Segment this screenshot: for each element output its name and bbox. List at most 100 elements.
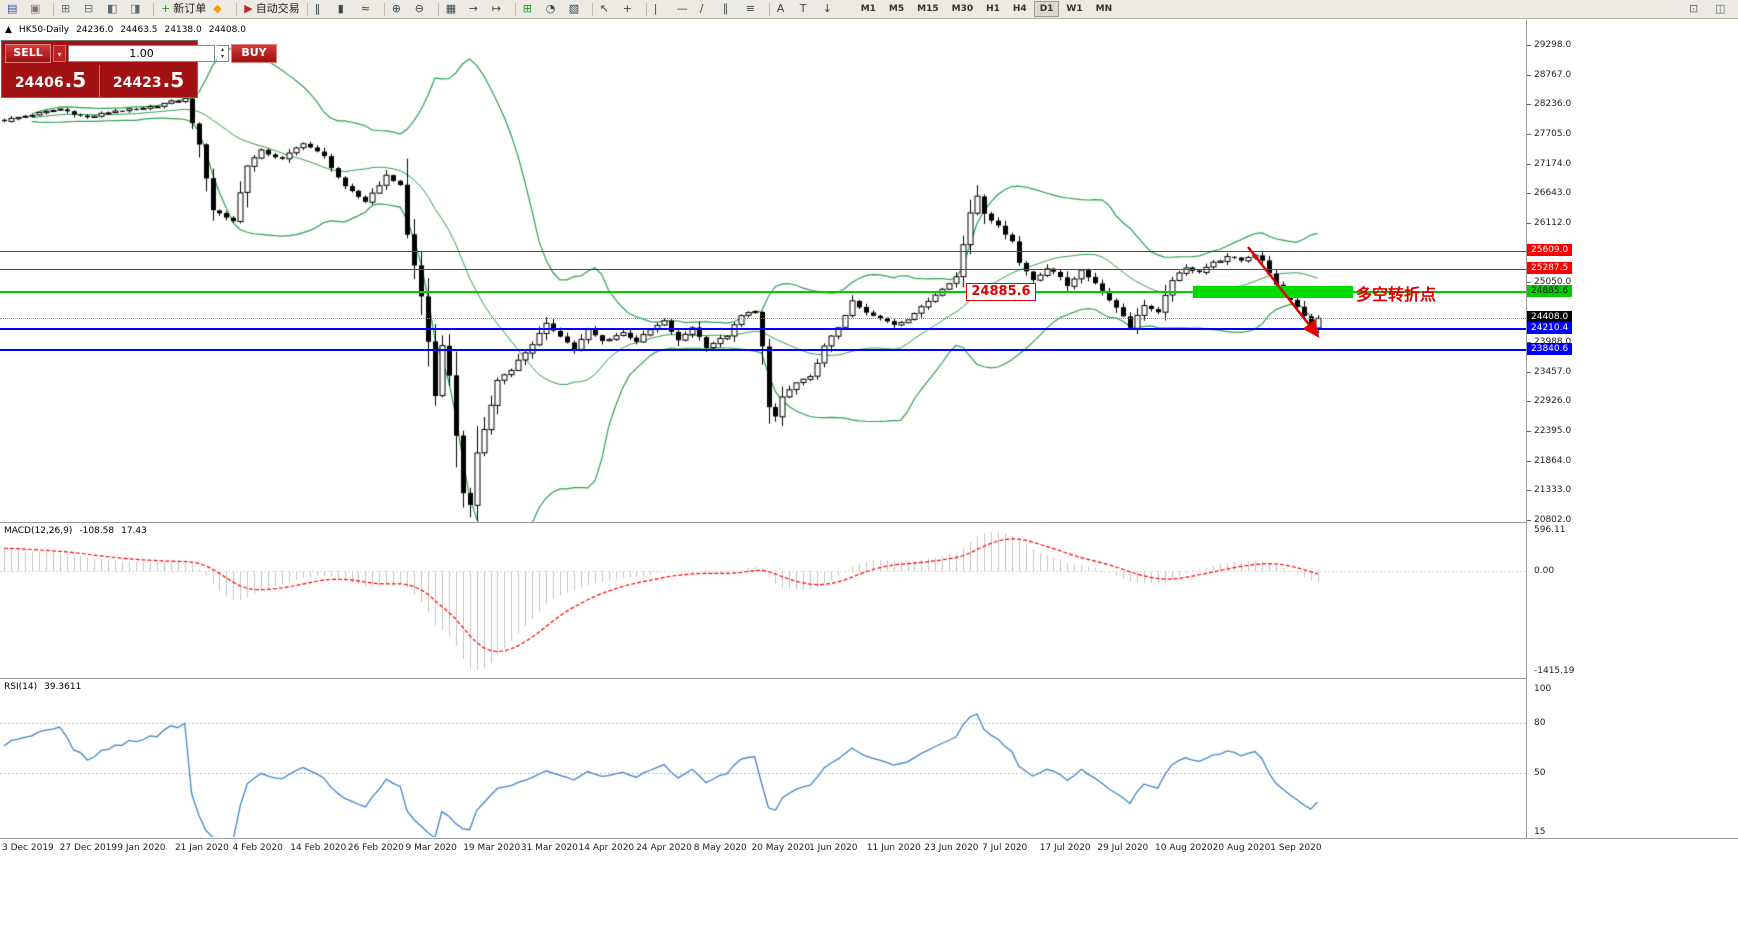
- date-label: 27 Dec 2019: [59, 843, 118, 853]
- date-label: 31 Mar 2020: [520, 843, 578, 853]
- support-line-24210[interactable]: [0, 328, 1526, 331]
- resistance-line-25609-label: 25609.0: [1527, 244, 1573, 257]
- price-tick-label: 22926.0: [1534, 396, 1572, 407]
- price-tick-label: 21333.0: [1534, 485, 1572, 496]
- support-line-23840-label: 23840.6: [1527, 343, 1573, 356]
- date-label: 17 Jul 2020: [1039, 843, 1091, 853]
- zoom-in-icon[interactable]: ⊕: [389, 0, 411, 18]
- new-chart-icon[interactable]: ▤: [4, 0, 26, 18]
- symbol-name: HK50-Daily: [18, 25, 70, 35]
- buy-price[interactable]: 24423.5: [99, 65, 197, 97]
- templates-icon[interactable]: ▧: [566, 0, 588, 18]
- sell-price-main: 24406: [14, 75, 64, 91]
- resistance-line-25287[interactable]: [0, 268, 1526, 270]
- zoom-out-icon[interactable]: ⊖: [412, 0, 434, 18]
- tile-windows-icon[interactable]: ▦: [443, 0, 465, 18]
- trend-arrow[interactable]: [1240, 242, 1335, 352]
- toolbar-separator: [53, 2, 54, 16]
- sell-price[interactable]: 24406.5: [2, 65, 99, 97]
- price-axis[interactable]: 596.11 0.00 -1415.19 25609.0 25287.5 24885…: [1527, 20, 1738, 838]
- ohlc-close: 24408.0: [208, 25, 246, 35]
- timeframe-d1[interactable]: D1: [1033, 1, 1060, 17]
- timeframe-mn[interactable]: MN: [1095, 4, 1113, 14]
- toolbar-separator: [236, 2, 238, 16]
- buy-price-main: 24423: [112, 75, 162, 91]
- timeframe-h4[interactable]: H4: [1012, 4, 1027, 14]
- price-tick-label: 21864.0: [1534, 455, 1572, 466]
- line-chart-icon[interactable]: ≈: [358, 0, 380, 18]
- bid-price-line[interactable]: [0, 317, 1526, 319]
- chart-shift-icon[interactable]: ↦: [489, 0, 511, 18]
- periods-icon: ◔: [545, 2, 556, 15]
- cursor-icon[interactable]: ↖: [597, 0, 619, 18]
- fibonacci-icon[interactable]: ≡: [743, 0, 765, 18]
- price-callout[interactable]: 24885.6: [966, 282, 1036, 301]
- metaeditor-icon[interactable]: ◆: [210, 0, 232, 18]
- turning-point-zone[interactable]: [1193, 285, 1353, 298]
- support-line-23840[interactable]: [0, 349, 1526, 352]
- price-tick-label: 26643.0: [1534, 188, 1572, 199]
- ohlc-high: 24463.5: [120, 25, 158, 35]
- buy-button[interactable]: BUY: [231, 44, 277, 63]
- timeframe-m15[interactable]: M15: [917, 4, 939, 14]
- profiles-icon[interactable]: ▣: [27, 0, 49, 18]
- volume-dropdown-icon[interactable]: ▾: [53, 45, 66, 62]
- trendline-icon[interactable]: ∕: [697, 0, 719, 18]
- chart-ohlc-header: ▲ HK50-Daily 24236.0 24463.5 24138.0 244…: [5, 25, 246, 35]
- crosshair-icon[interactable]: +: [620, 0, 642, 18]
- toolbar-left-group: ▤ ▣ ⊞ ⊟ ◧ ◨ + 新订单 ◆ ▶ 自动交易 ‖ ▮ ≈ ⊕ ⊖ ▦ → ↦ ⊞ ◔ ▧ ↖ + | — ∕ ∥ ≡ A T ↓: [4, 0, 842, 18]
- vertical-line-icon[interactable]: |: [651, 0, 673, 18]
- channel-icon[interactable]: ∥: [720, 0, 742, 18]
- metaeditor-icon: ◆: [213, 2, 222, 15]
- vertical-line-icon: |: [653, 2, 658, 15]
- market-watch-icon[interactable]: ⊞: [58, 0, 80, 18]
- bar-chart-icon[interactable]: ‖: [312, 0, 334, 18]
- price-tick: [1527, 223, 1531, 225]
- volume-stepper: ▴ ▾: [217, 45, 229, 62]
- auto-scroll-icon[interactable]: →: [466, 0, 488, 18]
- autotrading-icon[interactable]: ▶ 自动交易: [241, 0, 302, 18]
- date-label: 20 Aug 2020: [1212, 843, 1271, 853]
- text-icon[interactable]: A: [774, 0, 796, 18]
- label-icon[interactable]: T: [797, 0, 819, 18]
- navigator-icon[interactable]: ◧: [104, 0, 126, 18]
- timeframe-h1[interactable]: H1: [986, 4, 1000, 14]
- timeframe-w1[interactable]: W1: [1066, 4, 1083, 14]
- horizontal-line-icon[interactable]: —: [674, 0, 696, 18]
- volume-down-icon[interactable]: ▾: [220, 53, 224, 60]
- price-tick: [1527, 371, 1531, 373]
- preview-icon[interactable]: ◫: [1715, 2, 1726, 15]
- rsi-axis-label: 80: [1534, 717, 1546, 728]
- sell-button[interactable]: SELL: [5, 44, 51, 63]
- periods-icon[interactable]: ◔: [543, 0, 565, 18]
- rsi-canvas[interactable]: [0, 679, 1526, 837]
- data-window-icon[interactable]: ⊟: [81, 0, 103, 18]
- price-tick: [1527, 490, 1531, 492]
- terminal-icon[interactable]: ◨: [127, 0, 149, 18]
- new-order-icon[interactable]: + 新订单: [158, 0, 209, 18]
- rsi-panel-divider[interactable]: [0, 678, 1738, 679]
- rsi-value: 39.3611: [44, 682, 82, 692]
- label-icon: T: [799, 2, 807, 15]
- timeframe-m1[interactable]: M1: [860, 4, 876, 14]
- resistance-line-25287-label: 25287.5: [1527, 262, 1573, 275]
- print-icon[interactable]: ⊡: [1689, 2, 1699, 15]
- cursor-icon: ↖: [599, 2, 609, 15]
- price-chart-canvas[interactable]: [0, 20, 1526, 522]
- candlestick-icon[interactable]: ▮: [335, 0, 357, 18]
- timeframe-m5[interactable]: M5: [888, 4, 905, 14]
- macd-panel-divider[interactable]: [0, 522, 1738, 523]
- toolbar-separator: [645, 2, 647, 16]
- timeframe-m30[interactable]: M30: [951, 4, 974, 14]
- resistance-line-25609[interactable]: [0, 250, 1526, 252]
- one-click-toggle-icon[interactable]: ▲: [5, 25, 12, 35]
- arrows-icon[interactable]: ↓: [820, 0, 842, 18]
- macd-canvas[interactable]: [0, 523, 1526, 678]
- volume-input[interactable]: [68, 45, 215, 62]
- macd-axis-max: 596.11: [1534, 524, 1566, 535]
- indicators-icon[interactable]: ⊞: [520, 0, 542, 18]
- pivot-line-24885[interactable]: [0, 290, 1526, 293]
- volume-up-icon[interactable]: ▴: [220, 46, 224, 53]
- time-axis[interactable]: 3 Dec 2019 27 Dec 2019 9 Jan 2020 21 Jan 20…: [0, 838, 1738, 857]
